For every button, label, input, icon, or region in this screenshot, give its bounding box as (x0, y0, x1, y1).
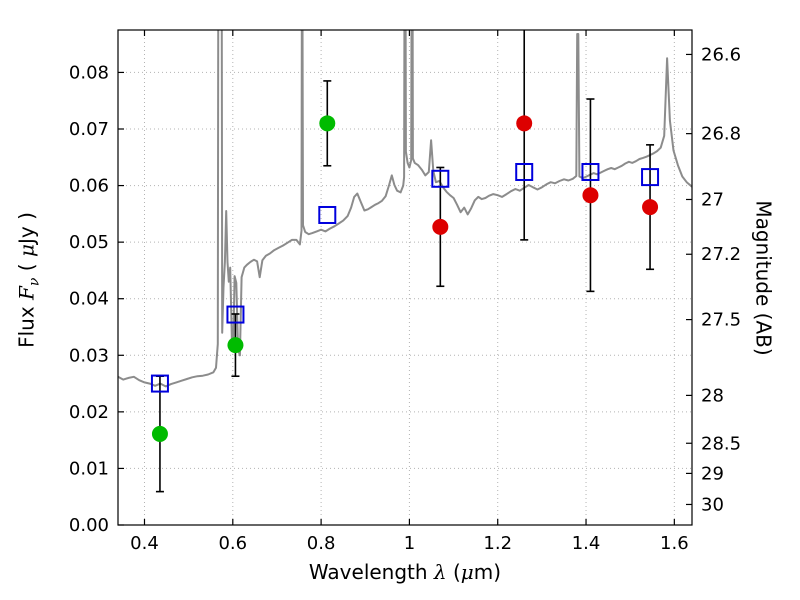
x-tick-label: 1.6 (660, 533, 689, 554)
observed-optical-point (319, 115, 336, 132)
y-right-tick-label: 26.8 (701, 124, 741, 145)
x-tick-label: 0.8 (307, 533, 336, 554)
y-right-tick-label: 27 (701, 189, 724, 210)
model-photometry-point (641, 168, 660, 187)
y-right-tick-label: 30 (701, 494, 724, 515)
y-left-tick-label: 0.03 (69, 345, 109, 366)
observed-optical-point (151, 425, 168, 442)
x-tick-label: 1.2 (483, 533, 512, 554)
x-tick-label: 1 (404, 533, 415, 554)
y-right-tick-label: 26.6 (701, 44, 741, 65)
model-photometry-point (318, 205, 337, 224)
y-right-tick-label: 29 (701, 463, 724, 484)
observed-infrared-point (582, 187, 599, 204)
nu-subscript: ν (26, 277, 43, 287)
model-photometry-point (431, 169, 450, 188)
plot-frame (117, 29, 693, 526)
observed-infrared-point (516, 115, 533, 132)
y-right-tick-label: 27.5 (701, 310, 741, 331)
observed-infrared-point (432, 218, 449, 235)
y-axis-label-left: Flux Fν ( μJy ) (14, 212, 43, 348)
tick-labels: 0.4 0.6 0.8 1 1.2 1.4 1.6 0.00 0.01 0.02 0.03 0.04 0… (69, 44, 741, 554)
mu-symbol: μ (460, 560, 474, 584)
x-axis-label: Wavelength λ (μm) (308, 560, 502, 584)
model-spectrum-line (118, 30, 692, 388)
x-tick-label: 1.4 (572, 533, 601, 554)
series-model-photometry (150, 162, 660, 393)
series-observed-infrared (432, 115, 659, 235)
y-left-tick-label: 0.02 (69, 402, 109, 423)
y-left-tick-label: 0.04 (69, 289, 109, 310)
x-tick-label: 0.4 (130, 533, 159, 554)
y-right-tick-label: 27.2 (701, 244, 741, 265)
observed-infrared-point (642, 199, 659, 216)
y-left-tick-label: 0.07 (69, 119, 109, 140)
observed-optical-point (227, 337, 244, 354)
y-right-tick-label: 28.5 (701, 433, 741, 454)
series-observed-optical (151, 115, 336, 442)
flux-symbol: F (14, 286, 39, 300)
model-photometry-point (226, 305, 245, 324)
lambda-symbol: λ (433, 560, 447, 584)
y-left-tick-label: 0.05 (69, 232, 109, 253)
y-left-tick-label: 0.06 (69, 176, 109, 197)
mu-symbol: μ (14, 244, 39, 258)
y-left-tick-label: 0.01 (69, 458, 109, 479)
model-photometry-point (515, 162, 534, 181)
y-left-tick-label: 0.08 (69, 62, 109, 83)
x-tick-label: 0.6 (218, 533, 247, 554)
grid-lines (118, 30, 692, 525)
y-left-tick-label: 0.00 (69, 515, 109, 536)
axis-ticks (118, 30, 692, 526)
model-photometry-point (581, 162, 600, 181)
x-axis-label-text: Wavelength (308, 560, 434, 584)
y-right-tick-label: 28 (701, 385, 724, 406)
y-axis-label-right: Magnitude (AB) (751, 200, 776, 356)
model-photometry-point (150, 374, 169, 393)
